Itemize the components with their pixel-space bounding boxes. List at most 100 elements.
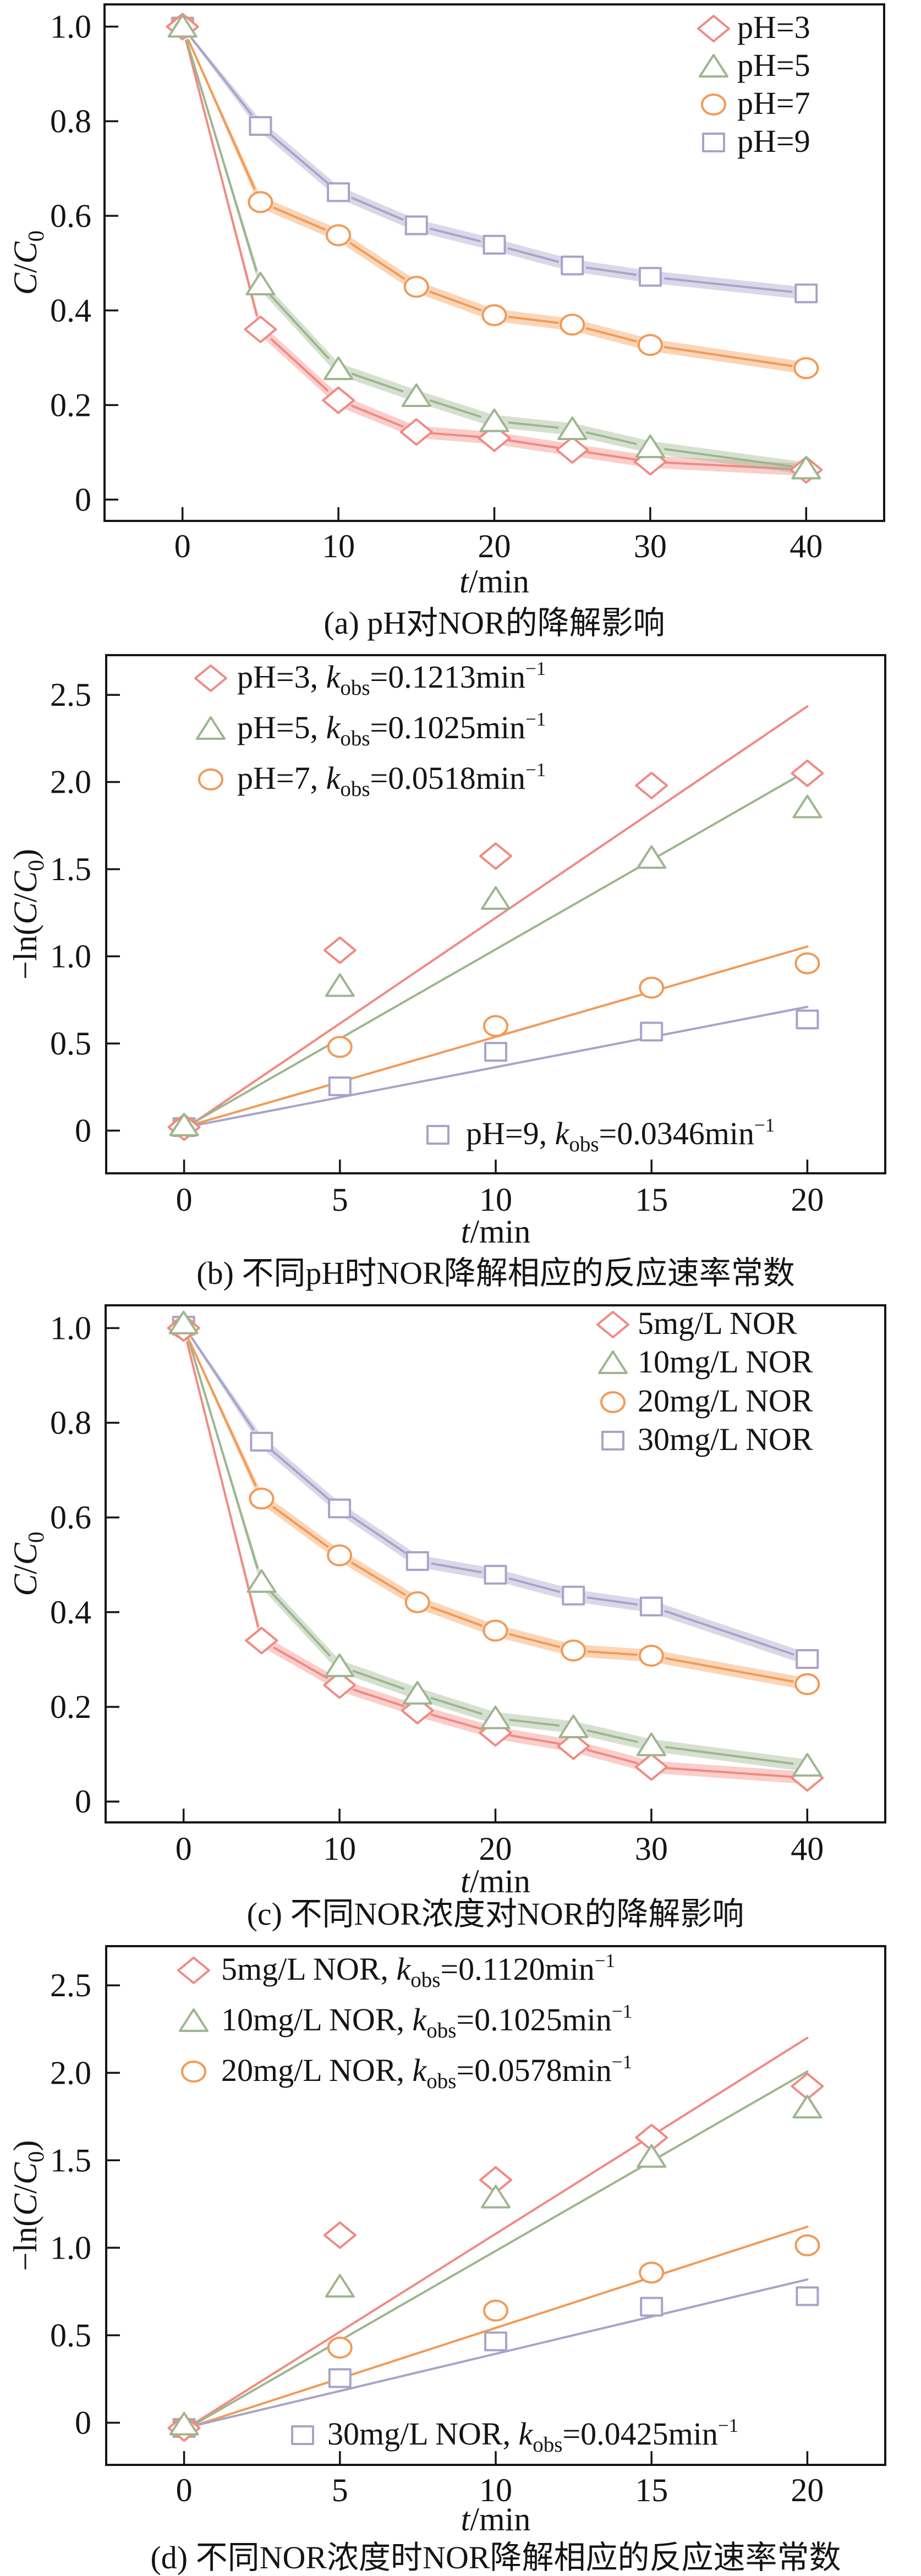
data-point-circle xyxy=(327,2336,353,2359)
text-run: t xyxy=(461,2501,471,2537)
y-axis-label: C/C0 xyxy=(7,1531,48,1596)
data-point-circle xyxy=(403,276,429,298)
x-axis-label: t/min xyxy=(460,1863,530,1899)
data-point-diamond xyxy=(635,772,668,800)
series-line-segment xyxy=(586,1596,638,1606)
series-line-segment xyxy=(508,439,559,449)
legend-item: 5mg/L NOR, kobs=0.1120min−1 xyxy=(177,1950,615,1992)
x-tick-label: 20 xyxy=(791,1182,824,1218)
data-point-triangle xyxy=(637,2144,667,2168)
x-axis-label: t/min xyxy=(461,1213,531,1250)
legend-item: 10mg/L NOR, kobs=0.1025min−1 xyxy=(179,2001,632,2042)
series-ph-5-points xyxy=(167,14,821,480)
text-run: t xyxy=(461,1213,471,1250)
series-line-segment xyxy=(508,1577,561,1593)
series-line-segment xyxy=(187,1336,259,1569)
data-point-diamond xyxy=(322,386,355,414)
text-run: −1 xyxy=(612,2001,632,2022)
text-run: k xyxy=(326,710,341,745)
series-line-segment xyxy=(664,1610,794,1656)
x-tick-label: 15 xyxy=(635,2472,668,2508)
panel-caption: (c) 不同NOR浓度对NOR的降解影响 xyxy=(247,1896,744,1932)
data-point-circle xyxy=(327,1036,353,1058)
legend-marker-diamond xyxy=(596,1311,629,1338)
data-point-square xyxy=(328,2368,352,2388)
panel-caption: (b) 不同pH时NOR降解相应的反应速率常数 xyxy=(196,1255,794,1291)
data-point-square xyxy=(250,1431,273,1452)
legend-item: pH=3, kobs=0.1213min−1 xyxy=(194,658,546,700)
data-point-triangle xyxy=(245,272,276,296)
text-run: C xyxy=(7,241,43,263)
y-tick-label: 0 xyxy=(75,481,91,518)
data-point-triangle xyxy=(480,1705,511,1729)
y-axis-label: C/C0 xyxy=(7,230,48,295)
text-run: pH=5, xyxy=(237,710,326,745)
x-tick-label: 40 xyxy=(790,528,823,564)
legend-marker-triangle xyxy=(699,54,728,78)
x-tick-label: 30 xyxy=(634,528,667,564)
panel-caption: (a) pH对NOR的降解影响 xyxy=(324,605,665,641)
legend-item: 30mg/L NOR, kobs=0.0425min−1 xyxy=(291,2415,738,2457)
legend-label: 5mg/L NOR xyxy=(638,1305,797,1341)
data-point-square xyxy=(562,1585,585,1606)
series-line-segment xyxy=(430,1606,483,1627)
x-tick-label: 5 xyxy=(332,2472,348,2508)
y-tick-label: 0.8 xyxy=(50,1405,91,1441)
y-tick-label: 0.2 xyxy=(50,387,91,423)
text-run: pH=9, xyxy=(466,1116,555,1151)
text-run: k xyxy=(412,2002,427,2037)
text-run: =0.0578min xyxy=(456,2052,611,2088)
y-tick-label: 0.4 xyxy=(50,1594,91,1630)
legend-item: 30mg/L NOR xyxy=(601,1421,813,1457)
fit-line xyxy=(183,2226,809,2430)
series-line-segment xyxy=(352,1688,405,1707)
text-run: k xyxy=(326,659,341,695)
x-axis: 0 5 10 15 20 xyxy=(176,2451,824,2508)
text-run: obs xyxy=(340,727,370,750)
fit-line xyxy=(183,2070,809,2431)
y-tick-label: 1.5 xyxy=(50,851,91,887)
series-line-segment xyxy=(271,134,328,184)
text-run: C xyxy=(7,2193,43,2216)
text-run: 20mg/L NOR, xyxy=(221,2052,412,2088)
text-run: −1 xyxy=(525,708,546,730)
series-10mg-l-nor-points xyxy=(168,1310,823,1777)
series-ph-7-lines xyxy=(182,25,807,375)
y-tick-label: 1.0 xyxy=(50,1310,91,1346)
text-run: 5mg/L NOR, xyxy=(221,1951,396,1987)
data-point-triangle xyxy=(325,2273,355,2298)
data-point-circle xyxy=(794,952,820,975)
data-point-triangle xyxy=(168,1310,199,1334)
data-point-circle xyxy=(249,1487,275,1510)
series-line-segment xyxy=(429,399,481,418)
fit-line xyxy=(183,1006,809,1129)
data-point-diamond xyxy=(244,315,277,343)
data-point-square xyxy=(561,255,584,276)
data-point-square xyxy=(249,116,272,136)
x-tick-label: 20 xyxy=(791,2472,824,2508)
data-point-square xyxy=(327,182,350,202)
series-ph-5-lines xyxy=(183,770,809,1129)
y-tick-label: 0 xyxy=(75,2404,91,2441)
legend-label: 10mg/L NOR xyxy=(638,1344,813,1380)
text-run: / xyxy=(7,893,43,902)
text-run: pH=3, xyxy=(237,659,326,695)
series-line-segment xyxy=(585,451,637,461)
series-line-segment xyxy=(429,290,482,311)
legend-item: pH=9 xyxy=(702,123,810,159)
x-axis: 0 10 20 30 40 xyxy=(176,1809,824,1867)
legend-label: 20mg/L NOR xyxy=(638,1383,813,1419)
legend-marker-circle xyxy=(600,1391,626,1413)
legend-item: pH=3 xyxy=(697,9,810,45)
series-ph-3-lines xyxy=(182,25,807,476)
y-tick-label: 0.6 xyxy=(50,197,91,234)
series-line-segment xyxy=(270,338,329,392)
series-ph-7-points xyxy=(169,15,819,380)
data-point-circle xyxy=(327,1544,353,1567)
legend-marker-triangle xyxy=(179,2008,209,2032)
legend-label: pH=9 xyxy=(737,123,810,159)
series-line-segment xyxy=(587,1650,638,1656)
data-point-diamond xyxy=(245,1627,278,1655)
panel-d: 0 5 10 15 2000.51.01.52.02.5t/min−ln(C/C0)5m… xyxy=(7,1945,886,2575)
